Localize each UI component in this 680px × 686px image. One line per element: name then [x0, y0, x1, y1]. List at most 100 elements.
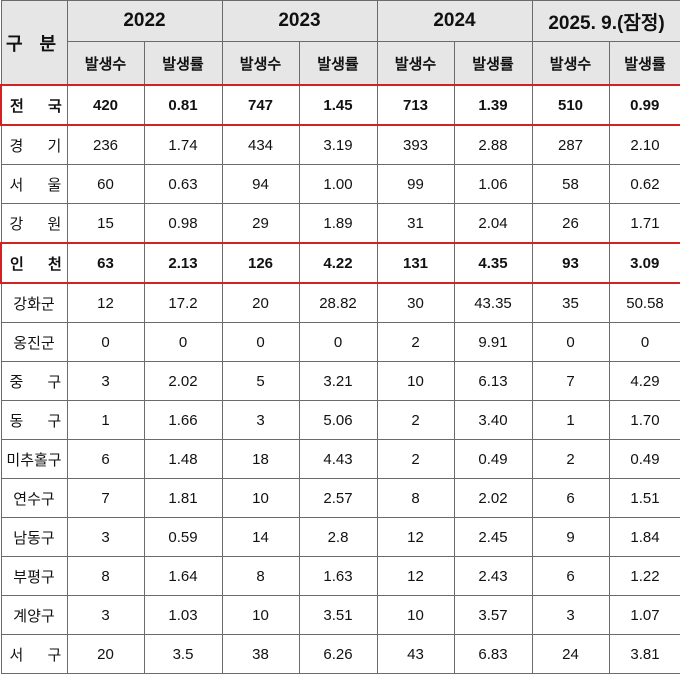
rate-cell: 1.48 [143, 439, 223, 479]
count-cell: 393 [376, 124, 455, 165]
count-cell: 6 [531, 556, 610, 596]
region-label: 강 원 [0, 203, 68, 244]
count-cell: 747 [221, 84, 300, 126]
region-label: 강화군 [0, 282, 68, 323]
count-cell: 236 [66, 124, 145, 165]
rate-cell: 6.83 [453, 634, 533, 674]
rate-cell: 4.29 [608, 361, 680, 401]
rate-cell: 1.63 [298, 556, 378, 596]
count-cell: 0 [531, 322, 610, 362]
rate-cell: 2.8 [298, 517, 378, 557]
count-cell: 29 [221, 203, 300, 244]
rate-cell: 1.07 [608, 595, 680, 635]
rate-header: 발생률 [608, 41, 680, 86]
region-label: 중 구 [0, 361, 68, 401]
count-cell: 12 [66, 282, 145, 323]
region-label: 부평구 [0, 556, 68, 596]
rate-cell: 17.2 [143, 282, 223, 323]
rate-cell: 2.02 [453, 478, 533, 518]
year-header-2024: 2024 [376, 0, 533, 42]
rate-cell: 4.35 [453, 242, 533, 284]
table-row: 강 원 15 0.98 29 1.89 31 2.04 26 1.71 [0, 203, 680, 244]
rate-cell: 0.63 [143, 164, 223, 204]
rate-cell: 3.09 [608, 242, 680, 284]
rate-cell: 1.64 [143, 556, 223, 596]
rate-cell: 4.22 [298, 242, 378, 284]
rate-cell: 6.13 [453, 361, 533, 401]
count-cell: 58 [531, 164, 610, 204]
count-cell: 713 [376, 84, 455, 126]
rate-header: 발생률 [143, 41, 223, 86]
rate-cell: 2.13 [143, 242, 223, 284]
rate-cell: 9.91 [453, 322, 533, 362]
count-cell: 420 [66, 84, 145, 126]
rate-cell: 2.10 [608, 124, 680, 165]
rate-cell: 1.70 [608, 400, 680, 440]
count-cell: 7 [66, 478, 145, 518]
table-row: 미추홀구 6 1.48 18 4.43 2 0.49 2 0.49 [0, 439, 680, 479]
year-header-2022: 2022 [66, 0, 223, 42]
table-row: 남동구 3 0.59 14 2.8 12 2.45 9 1.84 [0, 517, 680, 557]
rate-cell: 2.45 [453, 517, 533, 557]
count-cell: 0 [66, 322, 145, 362]
count-header: 발생수 [376, 41, 455, 86]
table-row: 연수구 7 1.81 10 2.57 8 2.02 6 1.51 [0, 478, 680, 518]
count-cell: 14 [221, 517, 300, 557]
count-cell: 3 [66, 361, 145, 401]
rate-cell: 0.49 [608, 439, 680, 479]
count-cell: 26 [531, 203, 610, 244]
count-header: 발생수 [66, 41, 145, 86]
count-cell: 10 [221, 595, 300, 635]
table-row: 중 구 3 2.02 5 3.21 10 6.13 7 4.29 [0, 361, 680, 401]
count-cell: 3 [66, 517, 145, 557]
table-header: 구 분 2022 2023 2024 2025. 9.(잠정) 발생수 발생률 … [0, 0, 680, 86]
rate-cell: 3.81 [608, 634, 680, 674]
count-cell: 12 [376, 556, 455, 596]
rate-cell: 0.49 [453, 439, 533, 479]
table-row: 전 국 420 0.81 747 1.45 713 1.39 510 0.99 [0, 84, 680, 126]
count-cell: 1 [66, 400, 145, 440]
year-header-2023: 2023 [221, 0, 378, 42]
count-cell: 1 [531, 400, 610, 440]
region-label: 인 천 [0, 242, 68, 284]
sub-header-row: 발생수 발생률 발생수 발생률 발생수 발생률 발생수 발생률 [1, 41, 680, 86]
count-cell: 8 [376, 478, 455, 518]
count-cell: 287 [531, 124, 610, 165]
count-cell: 93 [531, 242, 610, 284]
rate-cell: 6.26 [298, 634, 378, 674]
rate-cell: 1.66 [143, 400, 223, 440]
count-cell: 6 [66, 439, 145, 479]
count-cell: 15 [66, 203, 145, 244]
rate-header: 발생률 [298, 41, 378, 86]
rate-cell: 4.43 [298, 439, 378, 479]
rate-cell: 1.03 [143, 595, 223, 635]
count-cell: 8 [66, 556, 145, 596]
region-label: 서 구 [0, 634, 68, 674]
count-cell: 6 [531, 478, 610, 518]
table-row: 서 울 60 0.63 94 1.00 99 1.06 58 0.62 [0, 164, 680, 204]
table-row: 경 기 236 1.74 434 3.19 393 2.88 287 2.10 [0, 124, 680, 165]
table-row: 옹진군 0 0 0 0 2 9.91 0 0 [0, 322, 680, 362]
region-label: 서 울 [0, 164, 68, 204]
rate-cell: 3.5 [143, 634, 223, 674]
count-cell: 5 [221, 361, 300, 401]
rate-cell: 43.35 [453, 282, 533, 323]
rate-cell: 1.71 [608, 203, 680, 244]
count-cell: 2 [376, 439, 455, 479]
count-cell: 2 [531, 439, 610, 479]
category-header: 구 분 [0, 0, 68, 86]
count-cell: 0 [221, 322, 300, 362]
count-cell: 434 [221, 124, 300, 165]
count-cell: 9 [531, 517, 610, 557]
rate-cell: 50.58 [608, 282, 680, 323]
rate-cell: 1.06 [453, 164, 533, 204]
table-row: 동 구 1 1.66 3 5.06 2 3.40 1 1.70 [0, 400, 680, 440]
count-header: 발생수 [221, 41, 300, 86]
rate-cell: 5.06 [298, 400, 378, 440]
region-label: 미추홀구 [0, 439, 68, 479]
count-cell: 131 [376, 242, 455, 284]
count-cell: 20 [66, 634, 145, 674]
rate-cell: 0 [143, 322, 223, 362]
rate-cell: 0.99 [608, 84, 680, 126]
